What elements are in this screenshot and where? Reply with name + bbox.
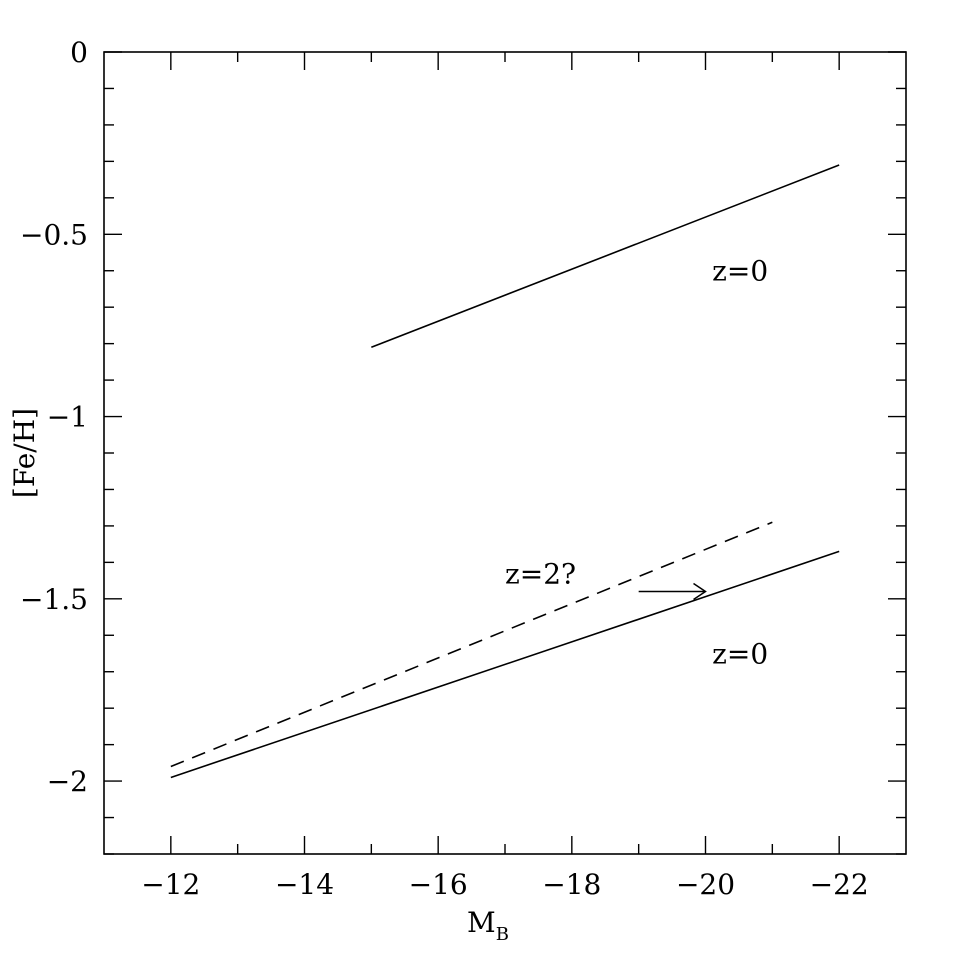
x-tick-label: −12 — [141, 868, 200, 901]
arrow-head-icon — [693, 582, 707, 601]
y-tick-label: −1.5 — [20, 583, 88, 616]
tick-labels: −12 −14 −16 −18 −20 −22 0 −0.5 −1 −1.5 −2 — [20, 36, 869, 901]
x-axis-label-subscript: B — [496, 924, 509, 945]
x-tick-label: −14 — [275, 868, 334, 901]
ticks — [104, 51, 906, 855]
y-tick-label: 0 — [70, 36, 88, 69]
series-line-1-solid — [371, 164, 840, 349]
annotation-label-1: z=0 — [712, 255, 768, 288]
y-tick-label: −2 — [47, 765, 88, 798]
x-axis-label-main: M — [467, 906, 496, 939]
annotation-label-3: z=0 — [712, 638, 768, 671]
y-axis-label: [Fe/H] — [8, 408, 41, 498]
x-tick-label: −20 — [676, 868, 735, 901]
annotations: z=0 z=2? z=0 — [505, 255, 768, 671]
series-group — [170, 164, 840, 779]
annotation-label-2: z=2? — [505, 557, 576, 590]
x-tick-label: −18 — [542, 868, 601, 901]
x-tick-label: −22 — [810, 868, 869, 901]
series-line-3-dashed — [170, 521, 773, 768]
x-tick-label: −16 — [409, 868, 468, 901]
series-line-2-solid — [170, 550, 840, 779]
plot-frame — [103, 51, 907, 855]
x-axis-label: MB — [467, 906, 509, 945]
y-tick-label: −0.5 — [20, 218, 88, 251]
y-tick-label: −1 — [47, 401, 88, 434]
